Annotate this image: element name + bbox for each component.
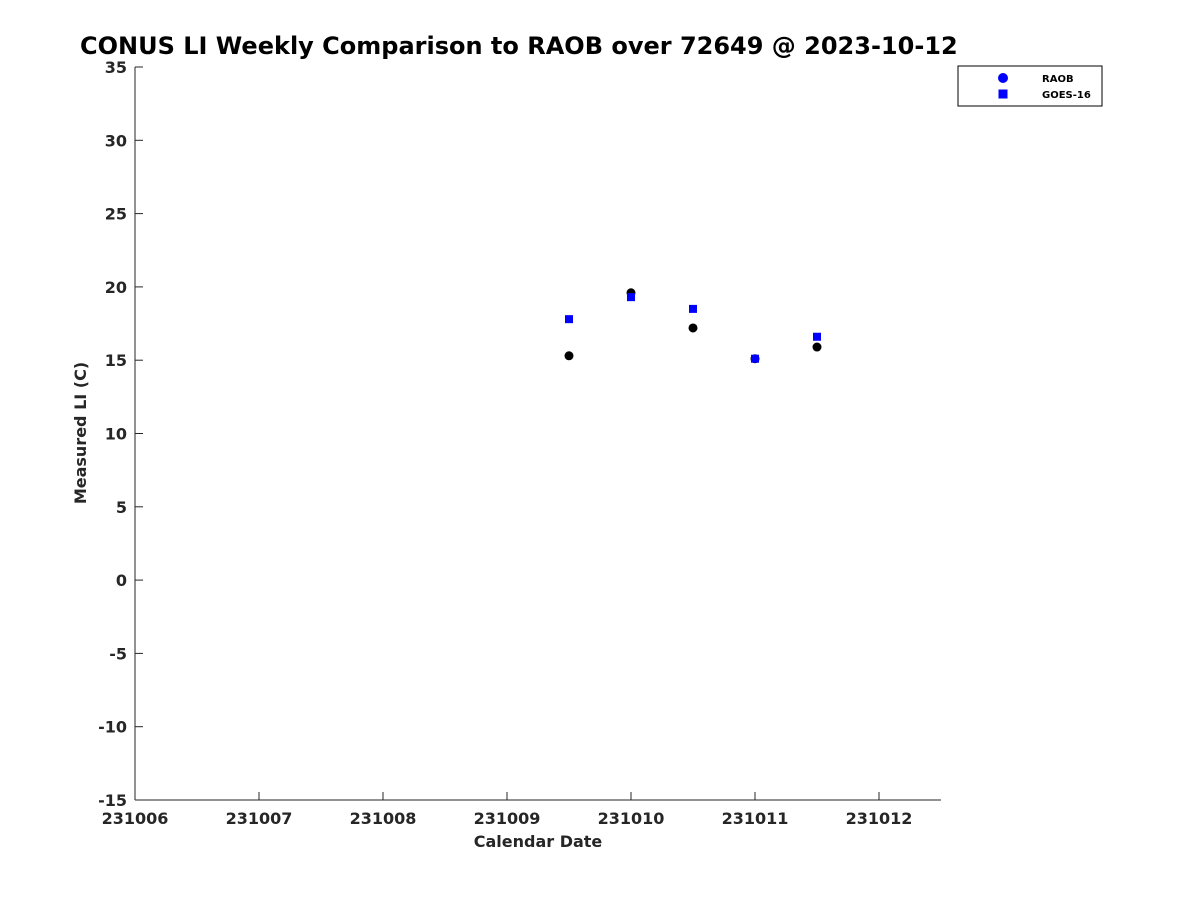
goes-16-point	[627, 293, 635, 302]
series-points	[564, 288, 822, 364]
y-tick-label: -10	[98, 718, 127, 737]
goes-16-point	[689, 304, 697, 313]
x-tick-label: 231006	[102, 809, 169, 828]
legend-box	[957, 65, 1103, 107]
y-tick-label: 5	[116, 498, 127, 517]
legend: RAOB GOES-16	[957, 65, 1103, 107]
y-tick-label: 25	[105, 205, 127, 224]
goes-16-point	[565, 315, 573, 324]
goes-16-point	[751, 354, 759, 363]
plot-area	[135, 67, 941, 800]
legend-marker-goes-16	[998, 89, 1008, 99]
y-ticks: -15 -10 -5 0 5 10 15 20 25 30 35	[98, 58, 143, 810]
y-tick-label: -15	[98, 791, 127, 810]
x-tick-label: 231010	[598, 809, 665, 828]
legend-marker-raob	[998, 73, 1008, 83]
y-tick-label: 15	[105, 351, 127, 370]
x-tick-label: 231012	[846, 809, 913, 828]
goes-16-point	[813, 332, 821, 341]
y-tick-label: 30	[105, 131, 127, 150]
y-tick-label: 20	[105, 278, 127, 297]
raob-point	[688, 323, 698, 333]
y-tick-label: -5	[109, 644, 127, 663]
y-tick-label: 0	[116, 571, 127, 590]
raob-point	[564, 351, 574, 361]
legend-label-raob: RAOB	[1042, 74, 1074, 85]
raob-point	[812, 342, 822, 352]
x-tick-label: 231007	[226, 809, 293, 828]
y-tick-label: 35	[105, 58, 127, 77]
y-tick-label: 10	[105, 425, 127, 444]
legend-label-goes-16: GOES-16	[1042, 90, 1091, 101]
chart-title: CONUS LI Weekly Comparison to RAOB over …	[80, 32, 958, 60]
x-tick-label: 231009	[474, 809, 541, 828]
x-tick-label: 231008	[350, 809, 417, 828]
x-axis-label: Calendar Date	[474, 832, 603, 851]
x-tick-label: 231011	[722, 809, 789, 828]
y-axis-label: Measured LI (C)	[71, 362, 90, 504]
x-ticks: 231006 231007 231008 231009 231010 231011 2310…	[102, 792, 913, 828]
